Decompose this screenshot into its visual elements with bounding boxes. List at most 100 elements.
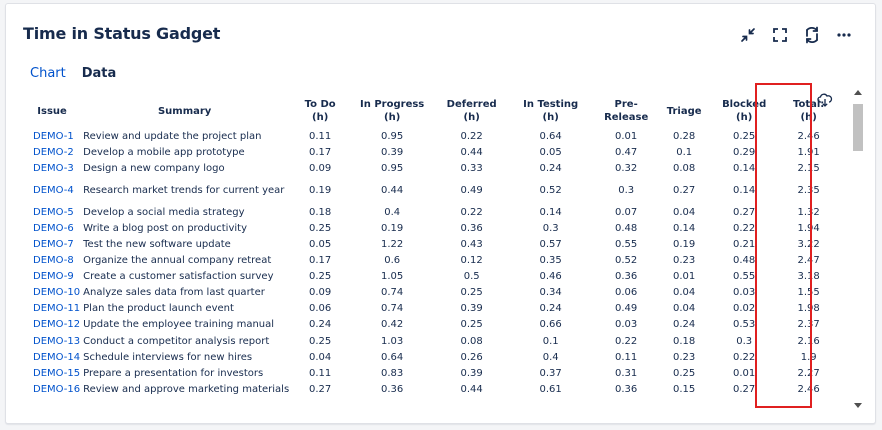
table-row: DEMO-5 Develop a social media strategy 0.1… [24, 204, 836, 220]
cell-todo: 0.17 [309, 146, 332, 158]
fullscreen-icon[interactable] [771, 26, 789, 44]
cell-inprogress: 0.95 [381, 130, 404, 142]
header-deferred[interactable]: Deferred (h) [446, 99, 497, 123]
issue-key-link[interactable]: DEMO-6 [33, 222, 74, 234]
cell-intesting: 0.4 [542, 351, 559, 363]
cell-inprogress: 1.03 [381, 335, 404, 347]
issue-key-link[interactable]: DEMO-12 [33, 319, 81, 331]
scroll-up-arrow-icon[interactable] [854, 90, 862, 95]
cell-total: 2.27 [797, 367, 820, 379]
cell-triage: 0.04 [673, 303, 696, 315]
table-row: DEMO-2 Develop a mobile app prototype 0.17… [24, 144, 836, 160]
table-row: DEMO-12 Update the employee training manu… [24, 317, 836, 333]
gadget-actions [739, 26, 853, 44]
header-in-testing[interactable]: In Testing (h) [523, 99, 579, 123]
header-todo[interactable]: To Do (h) [304, 99, 336, 123]
cell-total: 2.46 [797, 130, 820, 142]
header-triage[interactable]: Triage [666, 105, 702, 117]
cell-triage: 0.23 [673, 351, 696, 363]
table-row: DEMO-14 Schedule interviews for new hires… [24, 349, 836, 365]
header-in-progress[interactable]: In Progress (h) [360, 99, 425, 123]
table-row: DEMO-10 Analyze sales data from last quar… [24, 285, 836, 301]
scroll-down-arrow-icon[interactable] [854, 403, 862, 408]
issue-key-link[interactable]: DEMO-15 [33, 367, 81, 379]
issue-summary: Create a customer satisfaction survey [83, 271, 274, 283]
cell-prerelease: 0.22 [615, 335, 638, 347]
cell-todo: 0.25 [309, 271, 332, 283]
cell-prerelease: 0.03 [615, 319, 638, 331]
issue-key-link[interactable]: DEMO-4 [33, 184, 74, 196]
issue-key-link[interactable]: DEMO-3 [33, 162, 74, 174]
issue-key-link[interactable]: DEMO-2 [33, 146, 74, 158]
issue-key-link[interactable]: DEMO-9 [33, 271, 74, 283]
scroll-thumb[interactable] [853, 104, 863, 151]
cell-total: 3.22 [797, 239, 820, 251]
cell-inprogress: 1.05 [381, 271, 404, 283]
cell-prerelease: 0.36 [615, 383, 638, 395]
cell-triage: 0.01 [673, 271, 696, 283]
table-row: DEMO-1 Review and update the project plan… [24, 128, 836, 144]
issue-summary: Plan the product launch event [83, 303, 234, 315]
cell-intesting: 0.37 [539, 367, 562, 379]
header-summary[interactable]: Summary [157, 105, 212, 117]
more-icon[interactable] [835, 26, 853, 44]
header-total[interactable]: Total: (h) [792, 99, 825, 123]
view-tabs: Chart Data [30, 66, 116, 81]
cell-inprogress: 0.74 [381, 287, 404, 299]
table-row: DEMO-11 Plan the product launch event 0.06… [24, 301, 836, 317]
cell-todo: 0.09 [309, 287, 332, 299]
cell-blocked: 0.22 [733, 351, 756, 363]
cell-deferred: 0.22 [460, 206, 483, 218]
issue-key-link[interactable]: DEMO-7 [33, 239, 74, 251]
cell-blocked: 0.53 [733, 319, 756, 331]
issue-key-link[interactable]: DEMO-11 [33, 303, 81, 315]
table-row: DEMO-3 Design a new company logo 0.09 0.95 0… [24, 160, 836, 176]
cell-deferred: 0.44 [460, 146, 483, 158]
issue-key-link[interactable]: DEMO-1 [33, 130, 74, 142]
refresh-icon[interactable] [803, 26, 821, 44]
issue-key-link[interactable]: DEMO-8 [33, 255, 74, 267]
tab-chart[interactable]: Chart [30, 66, 66, 81]
cell-intesting: 0.57 [539, 239, 562, 251]
table-row: DEMO-4 Research market trends for current… [24, 176, 836, 204]
issue-key-link[interactable]: DEMO-14 [33, 351, 81, 363]
cell-total: 1.91 [797, 146, 820, 158]
time-in-status-table: Issue Summary To Do (h) In Progress (h) De… [24, 94, 836, 397]
issue-summary: Prepare a presentation for investors [83, 367, 264, 379]
cell-total: 1.98 [797, 303, 820, 315]
issue-key-link[interactable]: DEMO-10 [33, 287, 81, 299]
cell-todo: 0.06 [309, 303, 332, 315]
header-issue[interactable]: Issue [37, 105, 67, 117]
header-blocked[interactable]: Blocked (h) [722, 99, 767, 123]
cell-prerelease: 0.11 [615, 351, 638, 363]
cell-intesting: 0.46 [539, 271, 562, 283]
cell-blocked: 0.14 [733, 162, 756, 174]
cell-deferred: 0.5 [463, 271, 480, 283]
cell-deferred: 0.25 [460, 287, 483, 299]
cell-inprogress: 0.39 [381, 146, 404, 158]
table-scrollbar[interactable] [851, 90, 865, 408]
cell-todo: 0.11 [309, 130, 332, 142]
cell-triage: 0.24 [673, 319, 696, 331]
cell-total: 2.37 [797, 319, 820, 331]
cell-blocked: 0.14 [733, 184, 756, 196]
tab-data[interactable]: Data [81, 66, 117, 81]
header-pre-release[interactable]: Pre- Release [604, 99, 649, 123]
issue-key-link[interactable]: DEMO-5 [33, 206, 74, 218]
cell-deferred: 0.22 [460, 130, 483, 142]
cloud-download-icon[interactable] [817, 92, 833, 107]
issue-key-link[interactable]: DEMO-16 [33, 383, 81, 395]
cell-triage: 0.27 [673, 184, 696, 196]
cell-triage: 0.28 [673, 130, 696, 142]
cell-total: 1.9 [800, 351, 817, 363]
cell-todo: 0.19 [309, 184, 332, 196]
cell-blocked: 0.03 [733, 287, 756, 299]
issue-key-link[interactable]: DEMO-13 [33, 335, 81, 347]
cell-prerelease: 0.3 [618, 184, 635, 196]
cell-total: 1.32 [797, 206, 820, 218]
collapse-icon[interactable] [739, 26, 757, 44]
issue-summary: Schedule interviews for new hires [83, 351, 253, 363]
cell-prerelease: 0.47 [615, 146, 638, 158]
cell-todo: 0.17 [309, 255, 332, 267]
cell-intesting: 0.14 [539, 206, 562, 218]
